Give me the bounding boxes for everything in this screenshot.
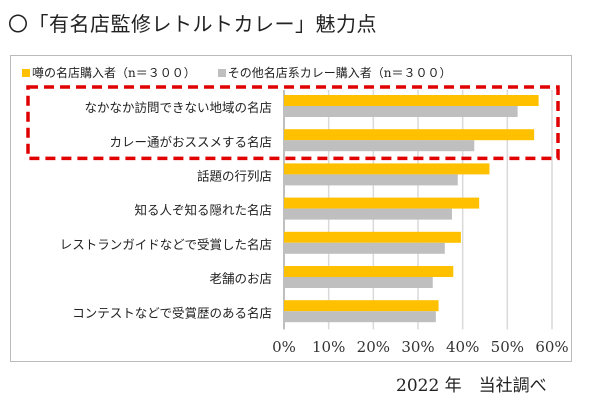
x-tick-label: 10% [312,338,345,356]
category-label: 話題の行列店 [197,169,272,184]
x-tick-label: 60% [535,338,568,356]
bar-gray [284,140,475,152]
bar-gray [284,242,445,254]
bar-yellow [284,129,535,141]
category-label: 知る人ぞ知る隠れた名店 [134,203,272,218]
source-note: 2022 年 当社調べ [396,376,547,396]
bar-yellow [284,300,439,312]
category-label: コンテストなどで受賞歴のある名店 [72,305,272,320]
legend-item-series-2: その他名店系カレー購入者（n＝３００） [217,64,452,81]
legend-item-series-1: 噂の名店購入者（n＝３００） [22,64,196,81]
legend-swatch [217,69,226,77]
chart-title: 〇「有名店監修レトルトカレー」魅力点 [8,12,377,36]
x-tick-label: 0% [272,338,296,356]
bar-gray [284,106,518,117]
bar-yellow [284,163,490,175]
highlight-dashed-box [26,85,560,161]
category-label: カレー通がおススメする名店 [109,134,272,149]
x-tick-label: 40% [446,338,479,356]
bar-yellow [284,231,461,243]
bar-yellow [284,197,480,209]
legend-label: 噂の名店購入者（n＝３００） [32,66,196,80]
bar-yellow [284,95,539,106]
legend-swatch [22,69,30,77]
bar-gray [284,174,458,186]
bar-gray [284,277,433,288]
x-tick-label: 50% [491,338,524,356]
bar-gray [284,208,452,220]
x-tick-label: 30% [401,338,434,356]
x-tick-label: 20% [357,338,390,356]
legend: 噂の名店購入者（n＝３００） その他名店系カレー購入者（n＝３００） [22,64,451,81]
category-label: 老舗のお店 [209,271,272,286]
category-label: レストランガイドなどで受賞した名店 [60,237,272,252]
legend-label: その他名店系カレー購入者（n＝３００） [227,66,452,80]
bar-yellow [284,266,454,277]
bar-gray [284,311,436,323]
chart-frame [10,55,572,362]
category-label: なかなか訪問できない地域の名店 [84,100,272,115]
